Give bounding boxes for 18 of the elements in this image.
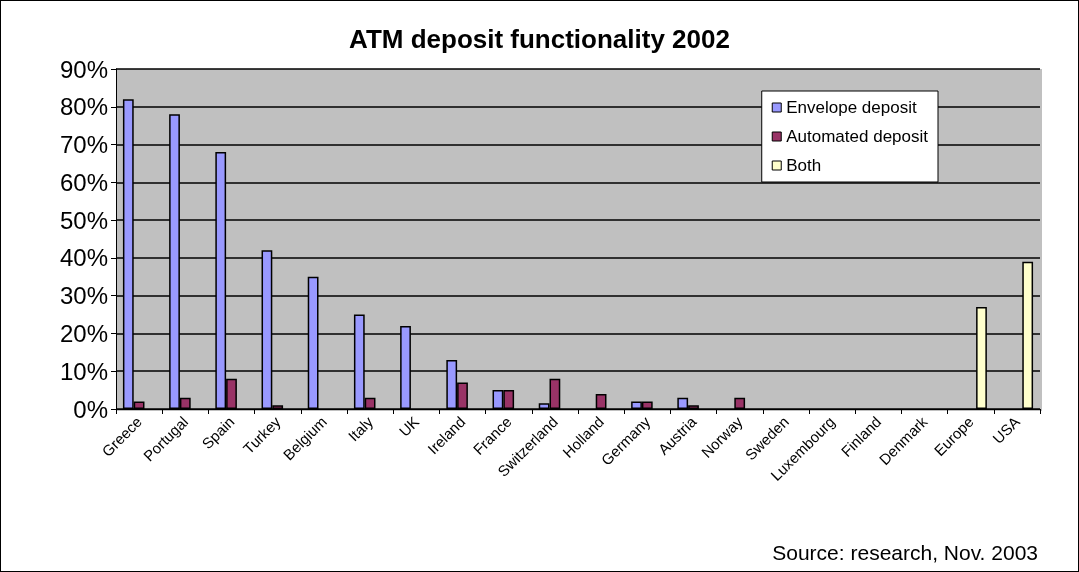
x-tick-label: UK (395, 412, 423, 440)
y-tick-label: 90% (59, 55, 108, 83)
legend-label: Both (786, 156, 822, 175)
x-tick-label: USA (989, 412, 1023, 447)
y-tick-label: 80% (59, 93, 108, 121)
y-tick-label: 30% (59, 282, 108, 310)
x-tick-label: Italy (344, 412, 377, 445)
y-tick-label: 0% (73, 395, 108, 423)
legend-label: Automated deposit (786, 127, 929, 146)
y-tick-label: 60% (59, 168, 108, 196)
legend-label: Envelope deposit (786, 98, 917, 117)
chart-title: ATM deposit functionality 2002 (349, 24, 730, 54)
source-note: Source: research, Nov. 2003 (772, 541, 1039, 564)
y-tick-label: 50% (59, 206, 108, 234)
y-tick-label: 40% (59, 244, 108, 272)
y-tick-label: 10% (59, 357, 108, 385)
y-tick-label: 20% (59, 319, 108, 347)
y-tick-label: 70% (59, 131, 108, 159)
